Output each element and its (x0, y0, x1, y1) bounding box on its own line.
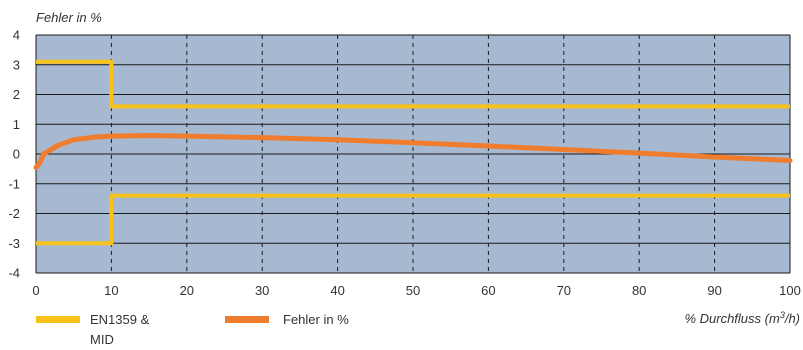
x-tick-label: 90 (707, 283, 721, 298)
x-tick-label: 40 (330, 283, 344, 298)
x-tick-label: 100 (779, 283, 801, 298)
series-layer (33, 59, 793, 246)
y-tick-label: -2 (8, 206, 20, 221)
legend-label: EN1359 & (90, 312, 150, 327)
series-error-line (33, 133, 793, 170)
y-tick-label: 1 (13, 117, 20, 132)
legend-item-tolerance: EN1359 & MID (36, 312, 150, 347)
y-tick-label: -4 (8, 266, 20, 281)
x-tick-label: 0 (32, 283, 39, 298)
x-tick-label: 80 (632, 283, 646, 298)
x-axis-title: % Durchfluss (m3/h) (684, 310, 800, 326)
x-axis-title-tail: /h) (784, 311, 800, 326)
x-tick-label: 30 (255, 283, 269, 298)
series-tolerance-lower-line (36, 193, 790, 246)
legend-label: MID (90, 332, 114, 347)
y-tick-label: 0 (13, 147, 20, 162)
legend: EN1359 & MID Fehler in % (36, 312, 349, 347)
legend-label: Fehler in % (283, 312, 349, 327)
x-axis-title-sup: 3 (780, 310, 785, 320)
x-tick-label: 10 (104, 283, 118, 298)
x-tick-label: 20 (180, 283, 194, 298)
x-tick-label: 60 (481, 283, 495, 298)
x-tick-label: 70 (557, 283, 571, 298)
x-tick-label: 50 (406, 283, 420, 298)
grid (35, 34, 791, 274)
x-axis-title-main: % Durchfluss (m (684, 311, 780, 326)
y-tick-label: 4 (13, 28, 20, 43)
legend-swatch (225, 316, 269, 323)
y-tick-label: -3 (8, 236, 20, 251)
legend-item-error: Fehler in % (225, 312, 349, 327)
y-axis-title: Fehler in % (36, 10, 102, 25)
legend-swatch (36, 316, 80, 323)
series-tolerance-upper-line (36, 59, 790, 109)
y-tick-label: -1 (8, 176, 20, 191)
y-tick-label: 2 (13, 87, 20, 102)
y-tick-label: 3 (13, 57, 20, 72)
